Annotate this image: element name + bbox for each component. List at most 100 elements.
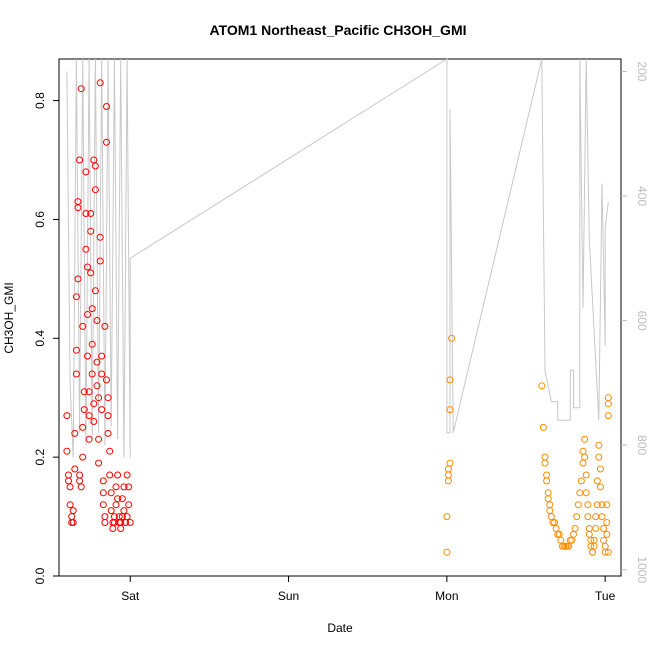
data-point — [604, 412, 612, 420]
data-point — [99, 501, 107, 509]
data-point — [596, 465, 604, 473]
data-point — [93, 317, 101, 324]
data-point — [574, 501, 582, 509]
data-point — [443, 548, 451, 556]
data-point — [63, 447, 71, 455]
data-point — [99, 477, 107, 485]
data-point — [110, 513, 118, 521]
data-point — [90, 400, 98, 408]
data-point — [584, 501, 592, 509]
data-point — [446, 376, 454, 384]
data-point — [114, 471, 122, 479]
data-point — [71, 429, 79, 437]
data-point — [77, 85, 85, 93]
data-point — [82, 245, 90, 253]
data-point — [576, 489, 584, 497]
data-point — [444, 477, 452, 485]
data-point — [585, 530, 593, 538]
data-point — [101, 519, 109, 526]
data-point — [79, 423, 87, 431]
data-point — [581, 435, 589, 443]
data-point — [544, 489, 552, 497]
data-point — [88, 305, 96, 313]
data-point — [584, 513, 592, 521]
data-point — [76, 156, 84, 164]
data-point — [107, 507, 115, 515]
data-point — [573, 513, 581, 521]
data-point — [80, 388, 88, 396]
data-point — [557, 536, 565, 544]
data-point — [76, 477, 84, 485]
data-point — [99, 489, 107, 497]
pressure-layer — [66, 58, 609, 458]
data-point — [77, 483, 85, 491]
data-point — [109, 525, 117, 532]
data-point — [84, 263, 91, 271]
data-point — [87, 210, 95, 217]
data-point — [96, 233, 104, 241]
data-point — [571, 525, 579, 532]
data-point — [95, 394, 103, 402]
data-point — [85, 412, 93, 420]
data-point — [90, 418, 98, 425]
data-point — [582, 489, 590, 497]
data-point — [106, 471, 114, 479]
data-point — [444, 465, 452, 473]
data-point — [76, 471, 84, 479]
data-point — [93, 358, 101, 366]
data-point — [596, 483, 604, 491]
data-point — [593, 477, 601, 485]
data-point — [63, 412, 71, 420]
data-point — [118, 495, 126, 503]
y-tick-label: 0.4 — [33, 330, 47, 347]
data-point — [604, 394, 612, 402]
data-point — [120, 483, 128, 491]
data-point — [82, 210, 90, 217]
data-point — [95, 435, 103, 443]
data-point — [604, 548, 612, 556]
data-point — [448, 334, 456, 342]
data-point — [604, 400, 612, 408]
data-point — [68, 513, 76, 521]
data-point — [80, 406, 88, 414]
x-tick-label: Sat — [121, 589, 140, 603]
data-point — [547, 513, 555, 521]
data-point — [101, 513, 109, 521]
data-point — [595, 453, 603, 461]
data-point — [72, 293, 80, 301]
data-point — [603, 519, 611, 526]
data-point — [598, 501, 606, 509]
axis-layer: 0.0 0.2 0.4 0.6 0.8 Sat Sun Mon Tue 200 400 600 800 1… — [33, 61, 649, 603]
data-point — [101, 322, 109, 330]
data-point — [579, 459, 587, 467]
data-point — [88, 340, 96, 348]
data-point — [543, 477, 551, 485]
data-point — [543, 471, 551, 479]
data-point — [103, 103, 110, 110]
data-point — [125, 501, 133, 509]
data-point — [104, 412, 112, 420]
data-point — [103, 138, 110, 146]
data-point — [601, 542, 609, 550]
data-point — [95, 459, 103, 467]
y-tick-label: 0.2 — [33, 448, 47, 465]
data-point — [74, 275, 82, 283]
data-point — [603, 530, 611, 538]
data-point — [600, 536, 608, 544]
data-point — [117, 525, 125, 532]
data-point — [552, 525, 560, 532]
data-point — [582, 471, 590, 479]
data-point — [120, 507, 128, 515]
data-point — [85, 435, 93, 443]
data-point — [74, 198, 82, 206]
data-point — [66, 483, 74, 491]
data-point — [98, 370, 106, 378]
plot-frame — [58, 58, 622, 577]
data-point — [66, 501, 74, 509]
data-point — [589, 548, 596, 556]
data-point — [79, 453, 87, 461]
data-point — [98, 352, 106, 360]
data-point — [581, 453, 589, 461]
data-point — [65, 477, 72, 485]
